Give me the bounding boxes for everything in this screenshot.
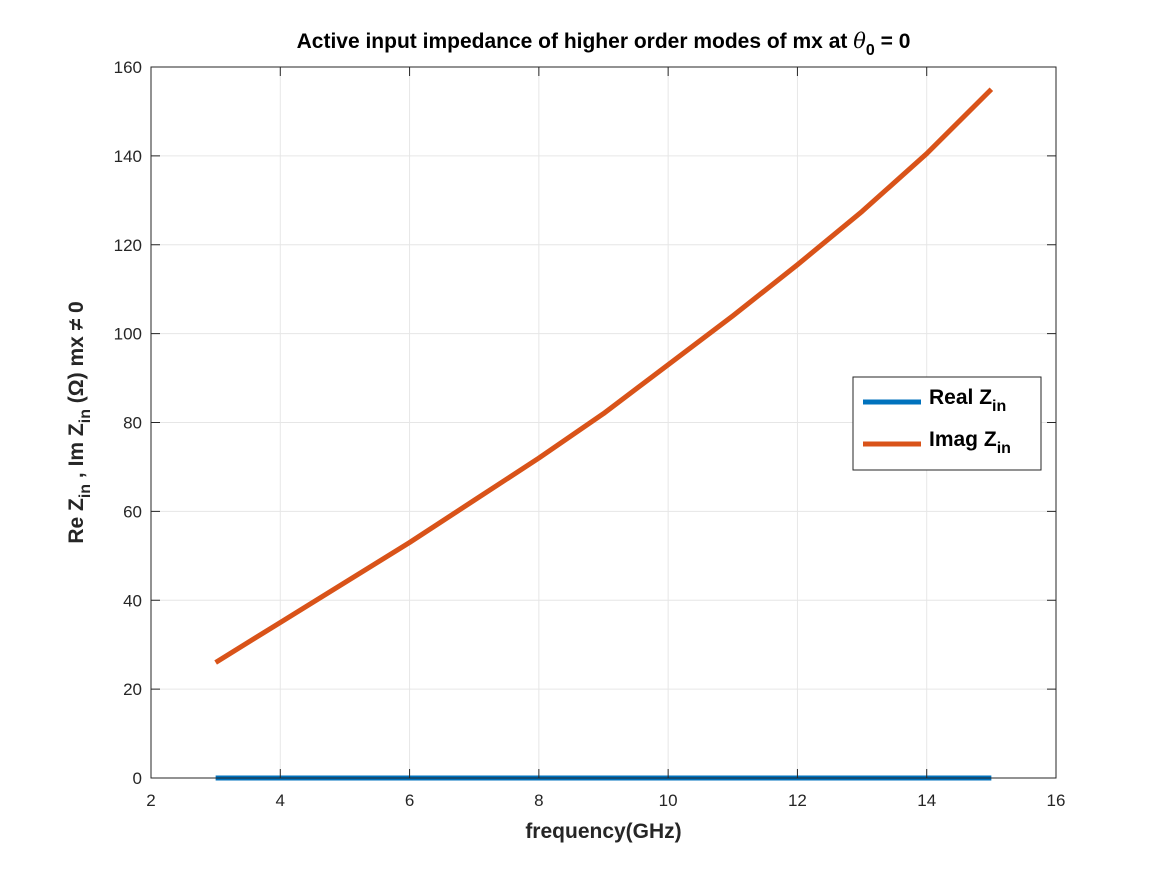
x-tick-label: 12 (788, 791, 807, 810)
legend-label-imag: Imag Zin (929, 428, 1011, 457)
title-theta: θ (853, 29, 866, 53)
series-line-imag (214, 87, 994, 665)
x-tick-label: 4 (276, 791, 285, 810)
chart-title: Active input impedance of higher order m… (297, 29, 911, 59)
x-tick-label: 8 (534, 791, 543, 810)
x-tick-label: 10 (659, 791, 678, 810)
legend: Real Zin Imag Zin (852, 376, 1042, 471)
y-axis-title: Re Zin , Im Zin (Ω) mx ≠ 0 (65, 301, 94, 543)
x-tick-label: 2 (146, 791, 155, 810)
x-axis-title: frequency(GHz) (525, 820, 681, 843)
y-tick-label: 100 (114, 325, 142, 344)
y-tick-label: 60 (123, 502, 142, 521)
y-tick-label: 40 (123, 591, 142, 610)
y-tick-label: 120 (114, 236, 142, 255)
legend-label-real: Real Zin (929, 386, 1006, 415)
y-tick-label: 140 (114, 147, 142, 166)
x-tick-label: 16 (1047, 791, 1066, 810)
x-tick-label: 6 (405, 791, 414, 810)
y-tick-label: 20 (123, 680, 142, 699)
y-tick-label: 160 (114, 58, 142, 77)
legend-box (852, 376, 1042, 471)
y-tick-label: 80 (123, 414, 142, 433)
y-tick-label: 0 (133, 769, 142, 788)
x-tick-label: 14 (917, 791, 936, 810)
